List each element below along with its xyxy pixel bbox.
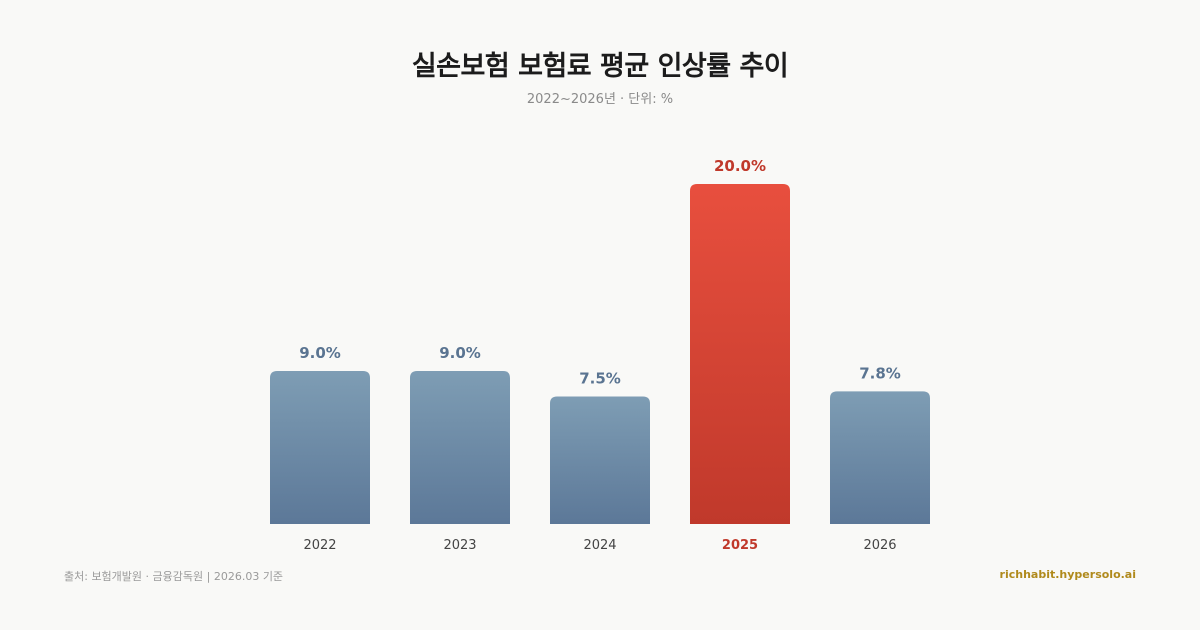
- x-tick-2022: 2022: [303, 538, 336, 553]
- bar-2022: [270, 371, 370, 524]
- value-label-2023: 9.0%: [439, 344, 481, 362]
- x-tick-2023: 2023: [443, 538, 476, 553]
- x-tick-2026: 2026: [863, 538, 896, 553]
- chart-subtitle: 2022~2026년 · 단위: %: [526, 92, 674, 107]
- x-tick-2025: 2025: [722, 538, 758, 553]
- value-label-2025: 20.0%: [714, 157, 766, 175]
- chart-title: 실손보험 보험료 평균 인상률 추이: [411, 51, 789, 82]
- value-label-2026: 7.8%: [859, 364, 901, 382]
- brand-link[interactable]: richhabit.hypersolo.ai: [999, 568, 1136, 581]
- x-tick-2024: 2024: [583, 538, 616, 553]
- bar-2025: [690, 184, 790, 524]
- bar-2026: [830, 391, 930, 524]
- bar-2023: [410, 371, 510, 524]
- bar-2024: [550, 396, 650, 524]
- bars-group: 9.0% 2022 9.0% 2023 7.5% 2024 20.0% 2025 7.8% 202…: [270, 157, 930, 553]
- source-note: 출처: 보험개발원 · 금융감독원 | 2026.03 기준: [64, 570, 284, 583]
- value-label-2022: 9.0%: [299, 344, 341, 362]
- value-label-2024: 7.5%: [579, 370, 621, 388]
